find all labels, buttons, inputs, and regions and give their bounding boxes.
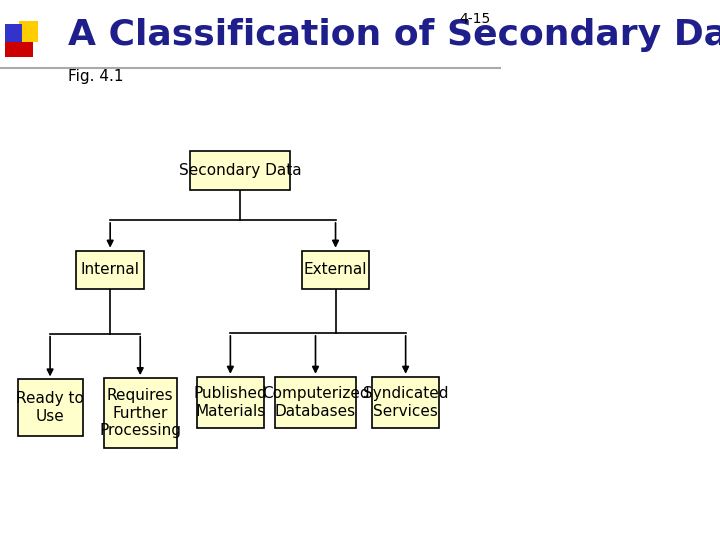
Bar [19, 21, 38, 42]
FancyBboxPatch shape [302, 251, 369, 289]
Text: Secondary Data: Secondary Data [179, 163, 302, 178]
Text: Published
Materials: Published Materials [194, 386, 267, 418]
Text: Fig. 4.1: Fig. 4.1 [68, 69, 123, 84]
FancyBboxPatch shape [104, 378, 176, 448]
Text: Requires
Further
Processing: Requires Further Processing [99, 388, 181, 438]
FancyBboxPatch shape [197, 377, 264, 428]
Bar [5, 27, 32, 57]
Bar [5, 24, 22, 42]
FancyBboxPatch shape [190, 151, 290, 190]
Text: Ready to
Use: Ready to Use [16, 392, 84, 424]
Text: External: External [304, 262, 367, 278]
FancyBboxPatch shape [372, 377, 439, 428]
Text: A Classification of Secondary Data: A Classification of Secondary Data [68, 18, 720, 52]
Text: 4-15: 4-15 [459, 12, 491, 26]
Text: Syndicated
Services: Syndicated Services [363, 386, 449, 418]
FancyBboxPatch shape [17, 379, 83, 436]
Text: Internal: Internal [81, 262, 140, 278]
FancyBboxPatch shape [76, 251, 144, 289]
Text: Computerized
Databases: Computerized Databases [261, 386, 369, 418]
FancyBboxPatch shape [276, 377, 356, 428]
